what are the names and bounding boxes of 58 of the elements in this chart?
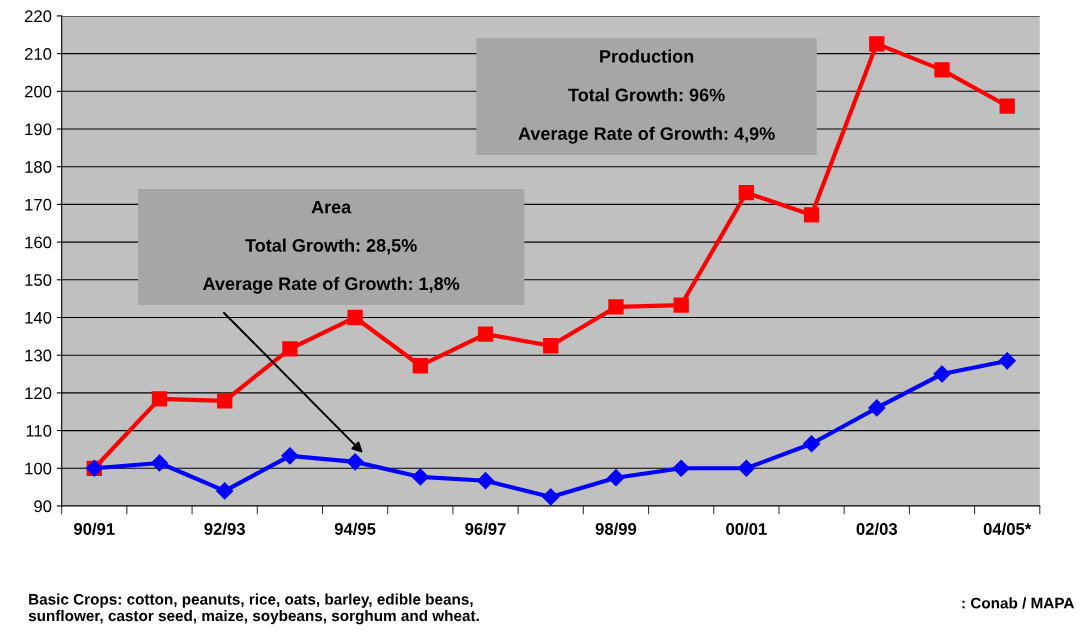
y-tick-label: 140 [25,311,52,324]
point [933,365,951,383]
annotation: Area [311,200,352,214]
annotation: Average Rate of Growth: 4,9% [518,126,775,144]
point [998,352,1016,370]
y-tick-label: 120 [25,387,52,400]
y-tick-label: 130 [25,349,52,362]
point [477,326,494,342]
point [868,399,886,417]
point [346,453,364,471]
x-tick-label: 98/99 [595,522,637,536]
point [999,98,1015,114]
annotation: Average Rate of Growth: 1,8% [203,276,460,294]
y-tick-label: 180 [25,161,52,173]
point [542,488,560,506]
x-tick-label: 96/97 [465,522,506,536]
point [150,454,169,472]
text: Basic Crops: cotton, peanuts, rice, oats, barley, edible beans, sunflower, castor seed, maize, soybeans, sorghum and wheat. [28,593,479,625]
y-tick-label: 190 [25,123,52,136]
y-tick-label: 110 [26,424,52,437]
point [803,207,820,223]
annotation: Total Growth: 28,5% [245,238,417,255]
y-tick-label: 100 [25,462,52,475]
y-tick-label: 210 [24,48,52,60]
point [672,459,690,477]
point [673,297,689,313]
x-tick-label: 90/91 [74,522,115,536]
y-tick-label: 160 [25,236,52,249]
point [281,447,299,465]
point [411,468,429,486]
x-tick-label: 00/01 [726,522,767,536]
y-tick-label: 90 [34,500,52,513]
point [476,472,495,490]
annotation: Production [600,49,694,63]
point [738,185,755,201]
point [347,309,363,326]
point [412,358,428,374]
point [869,36,885,52]
y-tick-label: 150 [25,274,52,286]
point [151,391,168,407]
x-tick-label: 92/93 [204,522,245,536]
x-tick-label: 04/05* [983,522,1032,536]
point [608,299,624,315]
x-tick-label: 02/03 [856,522,898,536]
y-tick-label: 220 [24,10,52,23]
y-tick-label: 170 [25,198,52,211]
x-tick-label: 94/95 [334,522,376,536]
point [543,338,559,354]
annotation: Total Growth: 96% [568,88,725,102]
point [934,62,950,78]
point [737,459,755,477]
point [282,341,298,357]
y-tick-label: 200 [24,85,52,98]
text: : Conab / MAPA [962,597,1075,609]
point [607,469,625,487]
point [803,435,821,453]
point [216,482,234,500]
point [217,393,233,409]
